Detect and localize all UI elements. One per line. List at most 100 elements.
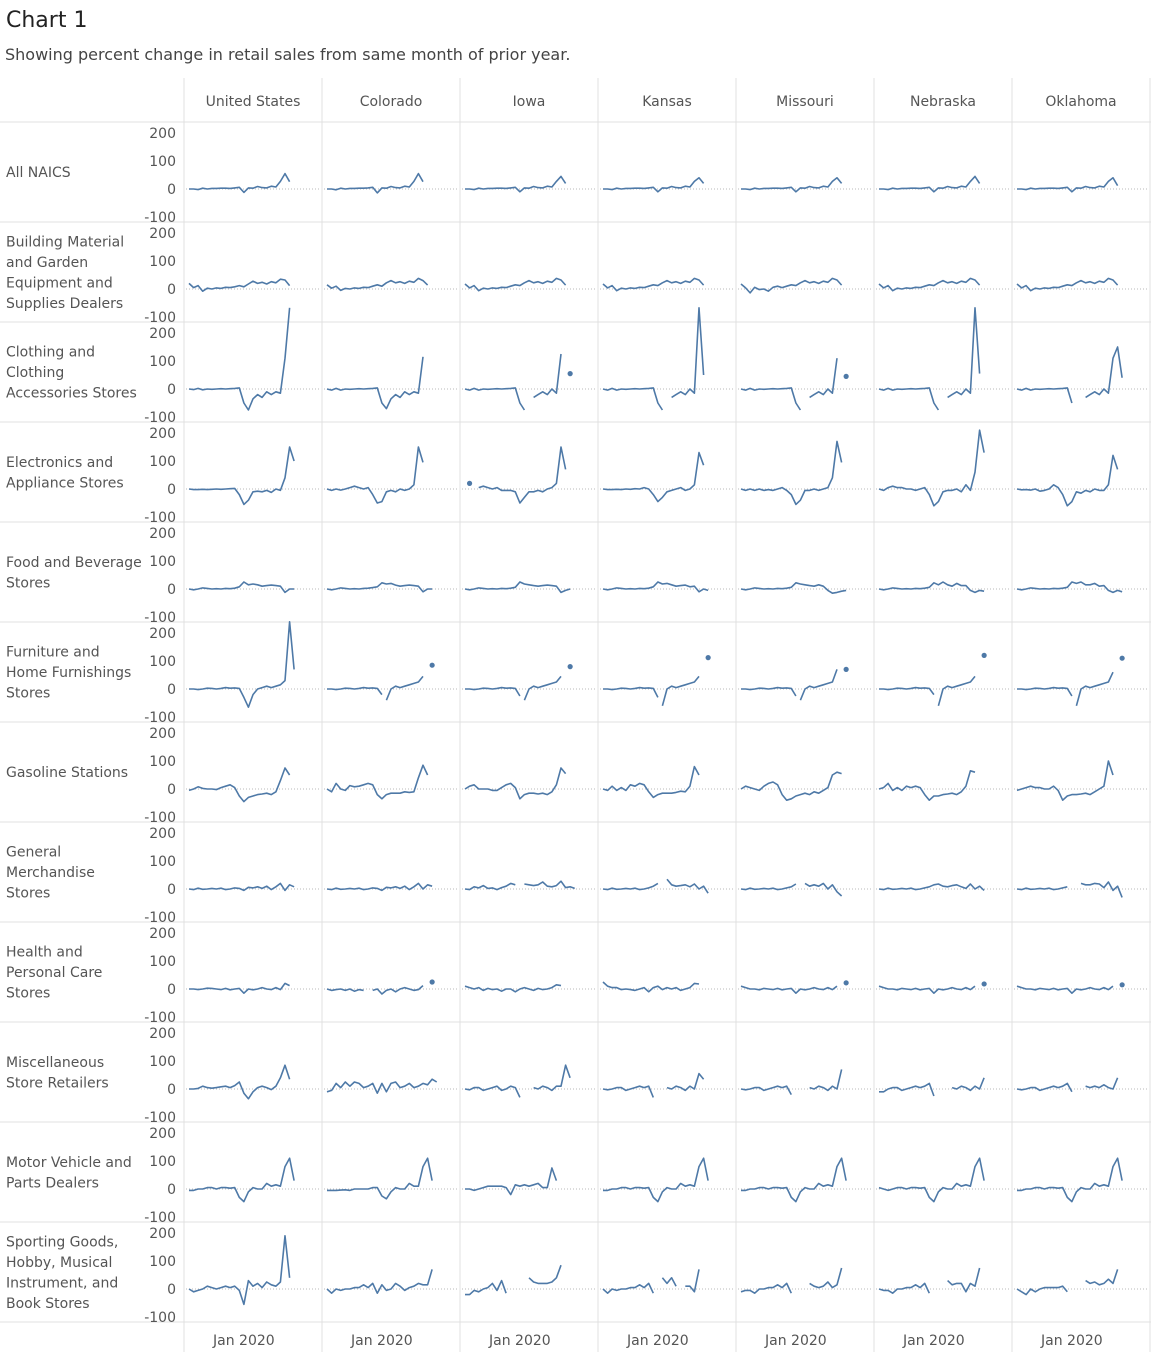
y-tick-label: 200: [149, 626, 176, 642]
series-line: [602, 1085, 655, 1098]
series-line: [1016, 1082, 1073, 1093]
y-tick-label: 100: [149, 154, 176, 170]
row-label: Miscellaneous: [6, 1055, 104, 1071]
series-line: [947, 1267, 981, 1293]
series-line: [533, 1064, 571, 1092]
y-tick-label: -100: [144, 1110, 176, 1126]
series-line: [878, 581, 985, 594]
column-header: Missouri: [776, 94, 834, 110]
row-label: Equipment and: [6, 275, 113, 291]
row-label: and Garden: [6, 255, 88, 271]
series-line: [951, 1077, 985, 1092]
y-tick-label: -100: [144, 510, 176, 526]
y-tick-label: 0: [167, 482, 176, 498]
series-line: [602, 1282, 655, 1294]
series-line: [1016, 581, 1123, 594]
series-line: [602, 581, 709, 593]
row-label: Hobby, Musical: [6, 1255, 112, 1271]
data-point: [567, 371, 573, 377]
row-label: Book Stores: [6, 1296, 90, 1312]
series-line: [465, 1279, 507, 1296]
series-line: [1085, 346, 1123, 399]
y-tick-label: 100: [149, 1054, 176, 1070]
series-line: [464, 767, 567, 800]
series-line: [188, 1235, 291, 1306]
row-label: Health and: [6, 945, 83, 961]
series-line: [878, 387, 940, 411]
series-line: [740, 1282, 793, 1294]
data-point: [981, 652, 987, 659]
series-line: [533, 353, 562, 399]
x-tick-label: Jan 2020: [212, 1333, 275, 1349]
series-line: [464, 882, 516, 891]
x-tick-label: Jan 2020: [764, 1333, 827, 1349]
series-line: [189, 982, 290, 994]
column-header: Oklahoma: [1045, 94, 1116, 110]
series-line: [327, 1157, 433, 1200]
y-tick-label: 100: [149, 854, 176, 870]
series-line: [878, 883, 985, 891]
series-line: [1016, 985, 1114, 994]
y-tick-label: -100: [144, 810, 176, 826]
x-tick-label: Jan 2020: [350, 1333, 413, 1349]
series-line: [809, 358, 838, 399]
y-tick-label: 100: [149, 754, 176, 770]
column-header: Nebraska: [910, 94, 976, 110]
row-label: All NAICS: [6, 165, 71, 181]
data-point: [705, 655, 711, 661]
series-line: [602, 981, 700, 993]
series-line: [464, 984, 562, 993]
series-line: [878, 1282, 931, 1294]
series-line: [1016, 886, 1068, 891]
series-line: [809, 1267, 843, 1289]
series-line: [1016, 387, 1073, 404]
series-line: [878, 770, 976, 801]
series-line: [326, 446, 424, 504]
series-line: [188, 307, 291, 411]
series-line: [879, 686, 935, 696]
y-tick-label: -100: [144, 310, 176, 326]
series-line: [661, 675, 700, 707]
series-line: [799, 669, 838, 701]
y-tick-label: 100: [149, 1154, 176, 1170]
y-tick-label: -100: [144, 1010, 176, 1026]
series-line: [326, 1269, 433, 1294]
series-line: [188, 767, 291, 803]
row-label: Stores: [6, 575, 50, 591]
column-header: United States: [206, 94, 301, 110]
x-tick-label: Jan 2020: [626, 1333, 689, 1349]
series-line: [478, 446, 567, 504]
series-line: [327, 172, 424, 194]
row-label: Home Furnishings: [6, 665, 131, 681]
y-tick-label: 0: [167, 282, 176, 298]
series-line: [188, 882, 295, 892]
series-line: [326, 1078, 438, 1094]
row-label: Appliance Stores: [6, 475, 124, 491]
series-line: [1075, 671, 1114, 707]
series-line: [602, 451, 705, 503]
series-line: [878, 429, 985, 507]
y-tick-label: -100: [144, 1310, 176, 1326]
data-point: [466, 480, 473, 486]
y-tick-label: -100: [144, 410, 176, 426]
series-line: [1080, 881, 1123, 898]
series-line: [603, 1157, 709, 1203]
series-line: [465, 175, 567, 193]
series-line: [947, 307, 981, 399]
series-line: [1085, 1077, 1119, 1090]
data-point: [1119, 982, 1125, 988]
series-line: [740, 985, 838, 994]
series-line: [740, 277, 843, 294]
series-line: [685, 1269, 700, 1293]
series-line: [878, 985, 976, 994]
series-line: [465, 686, 521, 697]
y-tick-label: 200: [149, 226, 176, 242]
row-label: Stores: [6, 686, 50, 702]
data-point: [429, 979, 435, 985]
y-tick-label: 200: [149, 726, 176, 742]
series-line: [602, 387, 664, 411]
y-tick-label: 200: [149, 1226, 176, 1242]
series-line: [524, 880, 575, 890]
row-label: Motor Vehicle and: [6, 1155, 132, 1171]
